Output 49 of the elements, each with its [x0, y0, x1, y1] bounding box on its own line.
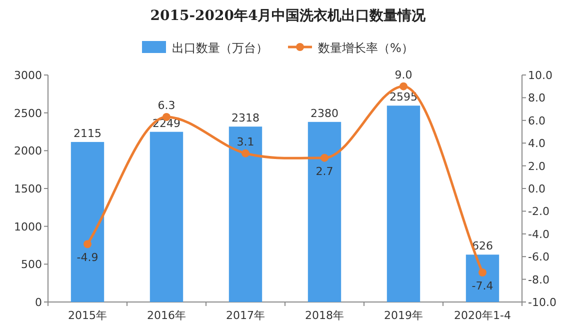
- chart-title: 2015-2020年4月中国洗衣机出口数量情况: [150, 7, 427, 24]
- legend-label: 出口数量（万台）: [172, 41, 268, 55]
- data-label: 2115: [74, 126, 102, 140]
- y2-tick-label: -6.0: [528, 250, 550, 264]
- y-tick-label: 1500: [14, 182, 42, 196]
- bar: [308, 122, 342, 302]
- x-tick-label: 2019年: [384, 309, 423, 322]
- data-label: -7.4: [472, 279, 494, 292]
- x-tick-label: 2020年1-4: [454, 309, 511, 322]
- y-tick-label: 500: [21, 258, 42, 272]
- y-tick-label: 3000: [14, 69, 42, 82]
- data-label: 626: [472, 240, 493, 253]
- data-label: 2.7: [316, 164, 334, 178]
- bar: [70, 142, 104, 302]
- y-tick-label: 2000: [14, 144, 42, 158]
- bar: [466, 254, 500, 302]
- x-tick-label: 2018年: [305, 309, 344, 322]
- y-tick-label: 1000: [14, 220, 42, 234]
- point: [242, 149, 250, 158]
- y2-tick-label: 0.0: [528, 182, 546, 196]
- y2-tick-label: 4.0: [528, 137, 546, 150]
- y2-tick-label: 10.0: [528, 69, 552, 82]
- data-label: 2595: [390, 90, 418, 104]
- point: [320, 154, 328, 162]
- y2-tick-label: -4.0: [528, 228, 550, 241]
- bar: [150, 132, 184, 302]
- data-label: 2380: [310, 106, 338, 120]
- y2-tick-label: 6.0: [528, 114, 546, 128]
- data-label: 3.1: [236, 135, 254, 148]
- y2-tick-label: -2.0: [528, 205, 550, 218]
- point: [400, 82, 408, 90]
- legend-label: 数量增长率（%）: [318, 41, 414, 55]
- x-tick-label: 2017年: [226, 309, 265, 322]
- point: [84, 240, 92, 248]
- data-label: -4.9: [76, 251, 98, 264]
- bar: [228, 126, 262, 302]
- bar: [386, 106, 420, 302]
- y-tick-label: 0: [35, 296, 42, 309]
- x-tick-label: 2015年: [68, 309, 107, 322]
- data-label: 2318: [232, 112, 260, 125]
- y-tick-label: 2500: [14, 106, 42, 120]
- y2-tick-label: -10.0: [528, 296, 556, 309]
- point: [478, 268, 486, 276]
- y2-tick-label: -8.0: [528, 273, 550, 286]
- data-label: 9.0: [394, 68, 412, 82]
- y2-tick-label: 8.0: [528, 92, 546, 105]
- data-label: 6.3: [158, 98, 176, 112]
- x-tick-label: 2016年: [147, 309, 186, 322]
- y2-tick-label: 2.0: [528, 160, 546, 173]
